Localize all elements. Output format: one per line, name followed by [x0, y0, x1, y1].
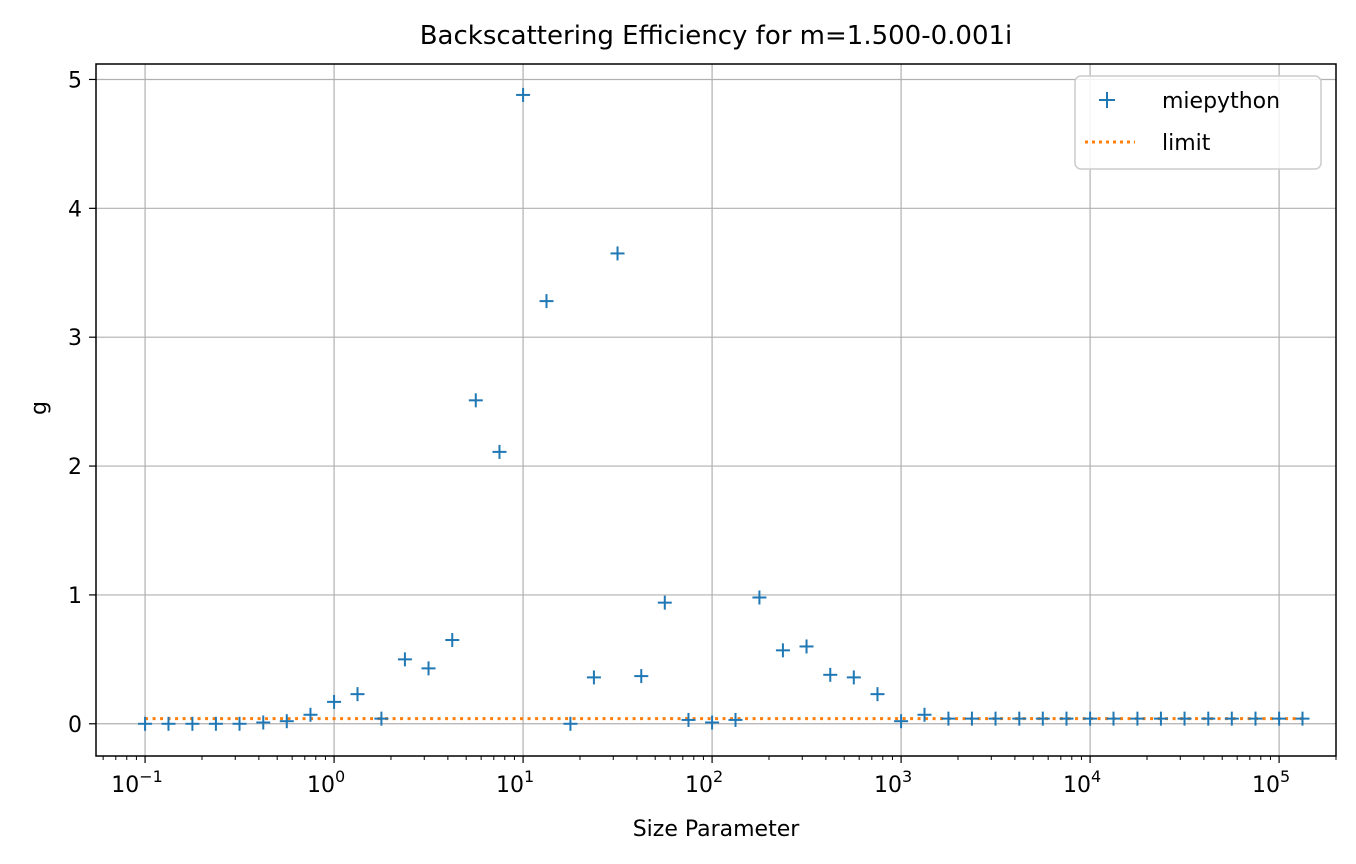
data-point-miepython: [327, 694, 342, 709]
data-point-miepython: [303, 707, 318, 722]
data-point-miepython: [1035, 711, 1050, 726]
data-point-miepython: [657, 595, 672, 610]
data-point-miepython: [1295, 711, 1310, 726]
legend-label-miepython: miepython: [1162, 89, 1280, 114]
y-tick-label: 5: [68, 68, 82, 93]
data-point-miepython: [350, 687, 365, 702]
data-point-miepython: [610, 246, 625, 261]
data-point-miepython: [208, 716, 223, 731]
x-tick-label: 101: [496, 767, 534, 798]
data-point-miepython: [492, 444, 507, 459]
data-point-miepython: [1272, 711, 1287, 726]
data-point-miepython: [681, 712, 696, 727]
legend-box: [1074, 75, 1322, 170]
data-point-miepython: [279, 714, 294, 729]
data-point-miepython: [799, 639, 814, 654]
data-point-miepython: [397, 652, 412, 667]
y-axis-label: g: [27, 401, 52, 415]
data-point-miepython: [964, 711, 979, 726]
x-tick-label: 104: [1063, 767, 1101, 798]
x-tick-label: 10−1: [111, 767, 163, 798]
data-point-miepython: [1177, 711, 1192, 726]
data-point-miepython: [586, 670, 601, 685]
x-axis-label: Size Parameter: [633, 817, 801, 842]
y-tick-label: 3: [68, 326, 82, 351]
data-point-miepython: [941, 711, 956, 726]
x-tick-label: 100: [307, 767, 345, 798]
data-point-miepython: [468, 393, 483, 408]
data-point-miepython: [752, 590, 767, 605]
legend-marker-miepython: [1099, 92, 1115, 108]
data-point-miepython: [138, 716, 153, 731]
data-point-miepython: [563, 716, 578, 731]
data-point-miepython: [705, 715, 720, 730]
data-point-miepython: [1130, 711, 1145, 726]
data-point-miepython: [445, 633, 460, 648]
y-tick-label: 4: [68, 197, 82, 222]
data-point-miepython: [634, 669, 649, 684]
data-point-miepython: [1224, 711, 1239, 726]
plot-frame: [95, 63, 1337, 757]
data-point-miepython: [1059, 711, 1074, 726]
data-point-miepython: [823, 667, 838, 682]
data-point-miepython: [516, 87, 531, 102]
y-tick-label: 2: [68, 455, 82, 480]
y-tick-label: 1: [68, 584, 82, 609]
data-point-miepython: [1106, 711, 1121, 726]
x-tick-label: 102: [685, 767, 723, 798]
data-point-miepython: [775, 643, 790, 658]
x-tick-label: 103: [874, 767, 912, 798]
legend: miepython limit: [1074, 75, 1322, 170]
x-tick-label: 105: [1252, 767, 1290, 798]
data-point-miepython: [1083, 711, 1098, 726]
data-point-miepython: [1012, 711, 1027, 726]
data-point-miepython: [256, 715, 271, 730]
data-point-miepython: [846, 670, 861, 685]
data-point-miepython: [539, 294, 554, 309]
chart-title: Backscattering Efficiency for m=1.500-0.…: [420, 21, 1013, 51]
data-point-miepython: [185, 716, 200, 731]
data-point-miepython: [1153, 711, 1168, 726]
data-point-miepython: [870, 687, 885, 702]
data-point-miepython: [988, 711, 1003, 726]
grid-lines: [96, 64, 1336, 756]
data-point-miepython: [894, 714, 909, 729]
data-point-miepython: [161, 716, 176, 731]
legend-label-limit: limit: [1162, 131, 1211, 156]
data-point-miepython: [1248, 711, 1263, 726]
data-point-miepython: [374, 711, 389, 726]
data-point-miepython: [232, 716, 247, 731]
data-point-miepython: [728, 712, 743, 727]
data-point-miepython: [421, 661, 436, 676]
data-point-miepython: [917, 707, 932, 722]
y-axis: 0 1 2 3 4 5: [68, 68, 96, 738]
y-tick-label: 0: [68, 713, 82, 738]
data-layer: [138, 87, 1310, 731]
data-point-miepython: [1201, 711, 1216, 726]
x-axis: 10−1 100 101 102 103 104 105: [102, 756, 1337, 798]
